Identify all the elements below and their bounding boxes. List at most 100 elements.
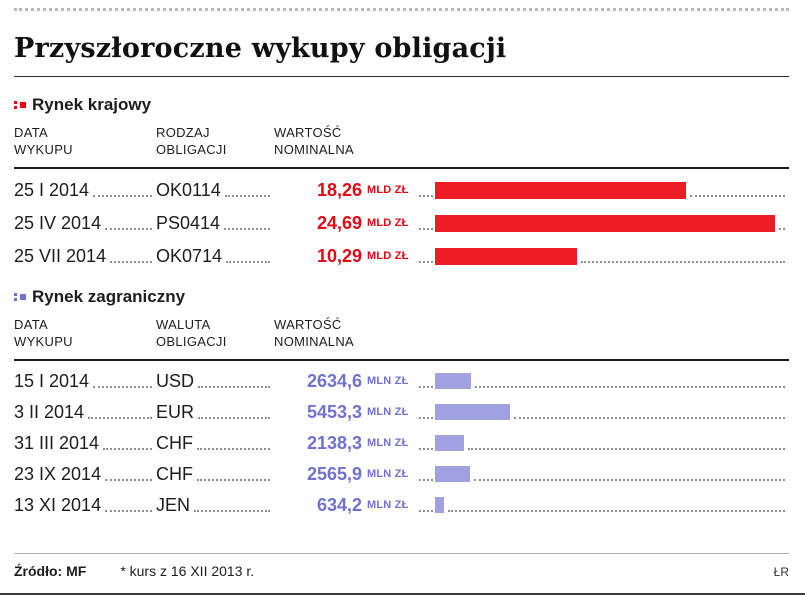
value-unit: MLN ZŁ — [367, 375, 409, 388]
dotted-leader — [198, 406, 270, 419]
dotted-leader — [419, 437, 433, 450]
top-dotted-divider — [14, 8, 789, 11]
bar-track — [435, 366, 789, 397]
section-domestic-market: Rynek krajowy DATA WYKUPU RODZAJ OBLIGACJI… — [14, 95, 789, 273]
redemption-date: 25 IV 2014 — [14, 212, 102, 233]
nominal-value: 10,29 — [316, 245, 362, 266]
dotted-leader — [224, 184, 270, 197]
nominal-value: 5453,3 — [306, 401, 362, 422]
nominal-value: 2138,3 — [306, 432, 362, 453]
dotted-leader — [198, 375, 270, 388]
bar-track — [435, 240, 789, 273]
column-header-nominal-value: WARTOŚĆ NOMINALNA — [274, 316, 354, 349]
section-header: Rynek krajowy — [14, 95, 789, 115]
bond-currency: CHF — [156, 432, 193, 453]
value-unit: MLN ZŁ — [367, 437, 409, 450]
bond-type: PS0414 — [156, 212, 221, 233]
value-unit: MLN ZŁ — [367, 468, 409, 481]
bond-type: OK0714 — [156, 245, 223, 266]
bar-track — [435, 428, 789, 459]
dotted-leader — [474, 468, 785, 481]
dotted-leader — [690, 184, 785, 197]
section-title: Rynek krajowy — [32, 95, 152, 114]
dotted-leader — [419, 250, 433, 263]
value-unit: MLD ZŁ — [367, 217, 409, 230]
column-headers: DATA WYKUPU RODZAJ OBLIGACJI WARTOŚĆ NOMINA… — [14, 125, 789, 159]
table-row: 3 II 2014 EUR 5453,3 MLN ZŁ — [14, 397, 789, 428]
section-bullet-icon — [14, 100, 26, 110]
column-header-date: DATA WYKUPU — [14, 125, 73, 157]
table-row: 15 I 2014 USD 2634,6 MLN ZŁ — [14, 366, 789, 397]
column-header-bond-type: RODZAJ OBLIGACJI — [156, 125, 227, 157]
value-unit: MLD ZŁ — [367, 250, 409, 263]
column-header-date: DATA WYKUPU — [14, 316, 73, 349]
value-bar — [435, 404, 511, 421]
table-row: 31 III 2014 CHF 2138,3 MLN ZŁ — [14, 428, 789, 459]
dotted-leader — [778, 217, 785, 230]
bar-track — [435, 174, 789, 207]
dotted-leader — [224, 217, 270, 230]
table-row: 23 IX 2014 CHF 2565,9 MLN ZŁ — [14, 459, 789, 490]
bond-currency: CHF — [156, 463, 193, 484]
source-label: Źródło: MF — [14, 563, 87, 579]
value-bar — [435, 466, 471, 483]
redemption-date: 31 III 2014 — [14, 432, 100, 453]
value-bar — [435, 435, 465, 452]
bar-track — [435, 459, 789, 490]
redemption-date: 25 I 2014 — [14, 179, 90, 200]
dotted-leader — [88, 406, 152, 419]
dotted-leader — [105, 217, 152, 230]
section-header: Rynek zagraniczny — [14, 287, 789, 307]
value-bar — [435, 214, 775, 232]
value-bar — [435, 373, 472, 390]
dotted-leader — [103, 437, 152, 450]
dotted-leader — [194, 499, 270, 512]
dotted-leader — [475, 375, 785, 388]
bar-track — [435, 397, 789, 428]
author-credit: ŁR — [773, 565, 789, 579]
dotted-leader — [110, 250, 152, 263]
dotted-leader — [197, 468, 270, 481]
value-bar — [435, 181, 687, 199]
dotted-leader — [419, 375, 433, 388]
dotted-leader — [447, 499, 785, 512]
column-header-nominal-value: WARTOŚĆ NOMINALNA — [274, 125, 354, 157]
dotted-leader — [419, 217, 433, 230]
table-row: 25 VII 2014 OK0714 10,29 MLD ZŁ — [14, 240, 789, 273]
bond-currency: USD — [156, 370, 195, 391]
dotted-leader — [226, 250, 270, 263]
redemption-date: 13 XI 2014 — [14, 494, 102, 515]
nominal-value: 2565,9 — [306, 463, 362, 484]
redemption-date: 3 II 2014 — [14, 401, 85, 422]
section-bullet-icon — [14, 292, 26, 302]
dotted-leader — [197, 437, 270, 450]
dotted-leader — [105, 468, 152, 481]
dotted-leader — [93, 375, 152, 388]
value-bar — [435, 247, 577, 265]
dotted-leader — [468, 437, 785, 450]
bond-type: OK0114 — [156, 179, 221, 200]
value-unit: MLN ZŁ — [367, 499, 409, 512]
table-row: 25 I 2014 OK0114 18,26 MLD ZŁ — [14, 174, 789, 207]
title-divider — [14, 76, 789, 77]
dotted-leader — [419, 406, 433, 419]
redemption-date: 25 VII 2014 — [14, 245, 107, 266]
dotted-leader — [93, 184, 152, 197]
dotted-leader — [419, 184, 433, 197]
dotted-leader — [419, 468, 433, 481]
column-headers: DATA WYKUPU WALUTA OBLIGACJI WARTOŚĆ NOMINA… — [14, 317, 789, 351]
value-bar — [435, 497, 444, 514]
nominal-value: 18,26 — [316, 179, 362, 200]
redemption-date: 23 IX 2014 — [14, 463, 102, 484]
column-header-currency: WALUTA OBLIGACJI — [156, 316, 227, 349]
dotted-leader — [514, 406, 785, 419]
bar-track — [435, 490, 789, 521]
dotted-leader — [419, 499, 433, 512]
footer: Źródło: MF * kurs z 16 XII 2013 r. ŁR — [14, 553, 789, 593]
nominal-value: 24,69 — [316, 212, 362, 233]
bond-currency: JEN — [156, 494, 191, 515]
table-row: 25 IV 2014 PS0414 24,69 MLD ZŁ — [14, 207, 789, 240]
value-unit: MLN ZŁ — [367, 406, 409, 419]
header-divider — [14, 358, 789, 361]
